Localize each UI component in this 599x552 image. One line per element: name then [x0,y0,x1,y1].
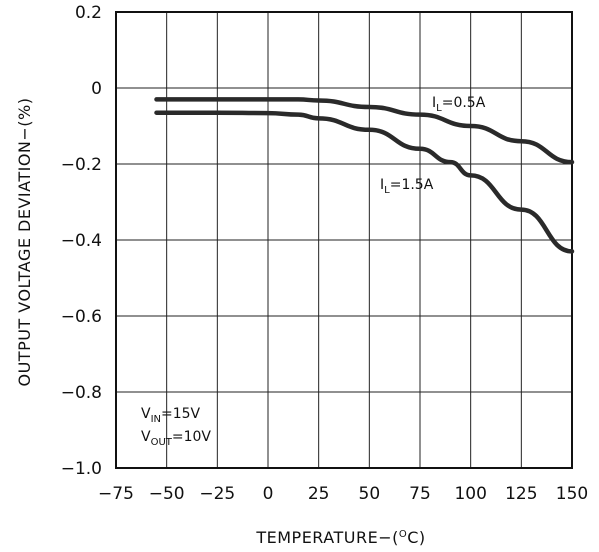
x-tick-label: 125 [505,484,537,504]
x-tick-label: 150 [556,484,588,504]
x-tick-label: −75 [98,484,134,504]
series-label-sub: L [436,103,442,114]
condition-main: V [141,429,151,445]
x-tick-label: 0 [263,484,274,504]
series-label-rest: =0.5A [442,95,486,111]
condition-rest: =15V [161,406,201,422]
x-tick-label: 75 [409,484,431,504]
condition-sub: OUT [151,437,173,448]
y-tick-label: −0.6 [61,307,102,327]
x-tick-label: 50 [359,484,381,504]
y-tick-label: −1.0 [61,459,102,479]
series-label-main: I [380,177,384,193]
series-label-main: I [432,95,436,111]
condition-sub: IN [151,414,161,425]
condition-rest: =10V [172,429,212,445]
series-line-1 [154,110,575,254]
grid [115,11,573,469]
series-label-sub: L [384,185,390,196]
x-tick-label: −25 [199,484,235,504]
y-tick-labels: 0.2 0 −0.2 −0.4 −0.6 −0.8 −1.0 [61,3,102,479]
x-tick-label: 25 [308,484,330,504]
x-tick-label: 100 [454,484,486,504]
y-axis-label: OUTPUT VOLTAGE DEVIATION−(%) [15,98,34,387]
y-tick-label: −0.2 [61,155,102,175]
series-label-il-0.5a: IL=0.5A [432,95,486,114]
condition-vin: VIN=15V [141,406,201,425]
condition-main: V [141,406,151,422]
y-tick-label: 0 [91,79,102,99]
x-axis-label-unit: C) [407,528,425,547]
plot-frame [115,11,573,469]
series-label-il-1.5a: IL=1.5A [380,177,434,196]
y-tick-label: −0.4 [61,231,102,251]
condition-vout: VOUT=10V [141,429,211,448]
x-axis-label-main: TEMPERATURE−( [255,528,398,547]
y-tick-label: 0.2 [75,3,102,23]
y-tick-label: −0.8 [61,383,102,403]
x-axis-label: TEMPERATURE−(OC) [255,528,425,547]
x-tick-label: −50 [149,484,185,504]
x-tick-labels: −75 −50 −25 0 25 50 75 100 125 150 [98,484,588,504]
series-label-rest: =1.5A [390,177,434,193]
x-axis-label-degree: O [399,529,407,540]
series-group [154,97,575,254]
series-line-0 [154,97,575,165]
